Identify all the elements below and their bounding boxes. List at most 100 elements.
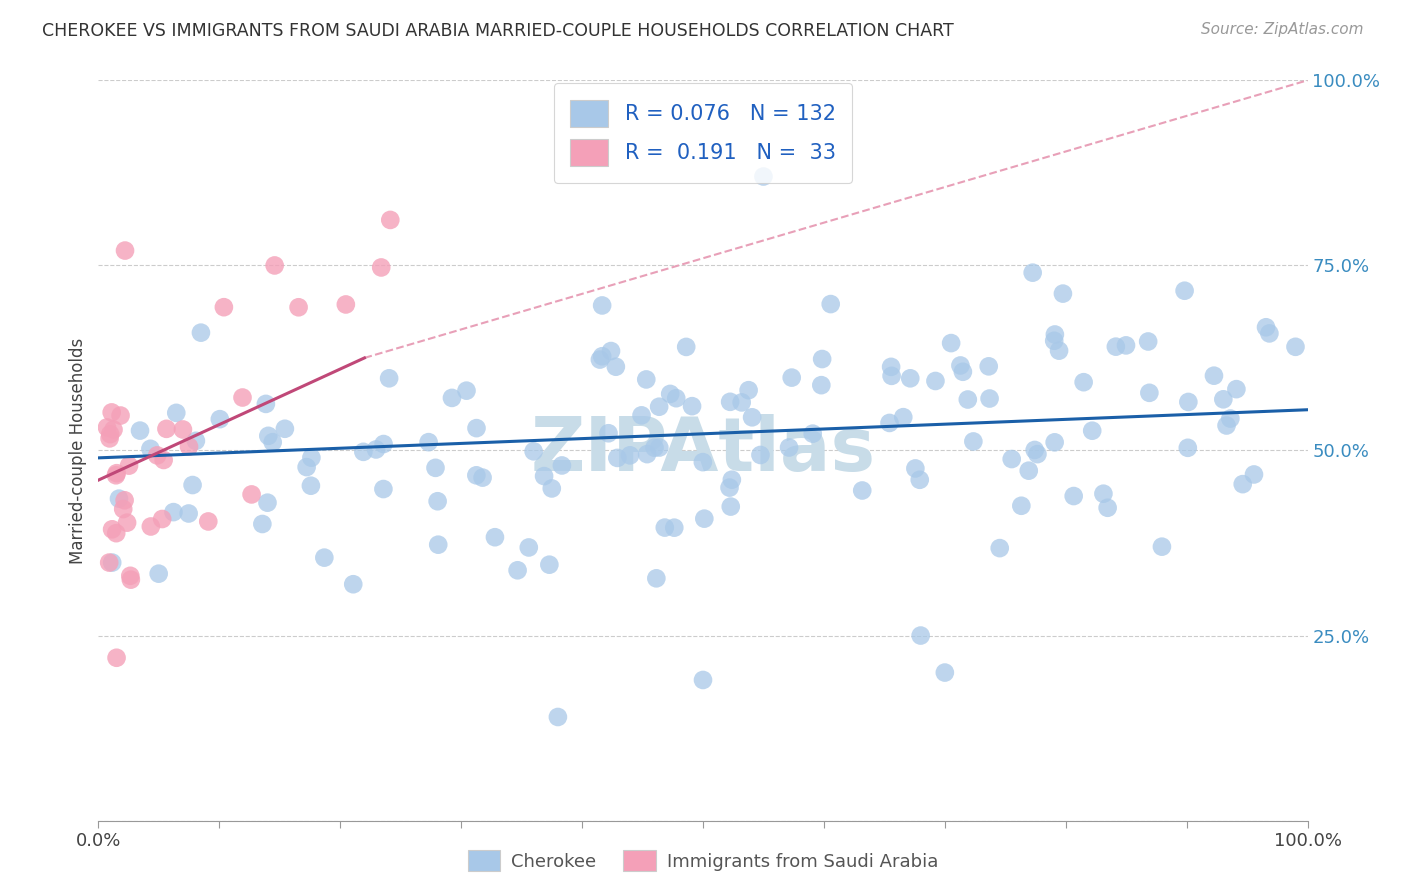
Point: [551, 458, 574, 473]
Point: [1202, 368, 1225, 383]
Point: [598, 426, 620, 441]
Point: [299, 479, 322, 493]
Point: [949, 359, 972, 373]
Point: [335, 297, 357, 311]
Point: [737, 383, 759, 397]
Point: [465, 468, 488, 483]
Point: [659, 387, 682, 401]
Point: [212, 300, 235, 314]
Point: [177, 440, 200, 454]
Point: [692, 455, 714, 469]
Point: [104, 468, 127, 483]
Point: [654, 520, 676, 534]
Point: [373, 437, 395, 451]
Point: [600, 344, 623, 359]
Point: [426, 494, 449, 508]
Point: [114, 493, 136, 508]
Point: [1254, 320, 1277, 334]
Point: [1043, 327, 1066, 342]
Point: [506, 563, 529, 577]
Point: [1018, 464, 1040, 478]
Point: [1063, 489, 1085, 503]
Point: [741, 410, 763, 425]
Point: [891, 410, 914, 425]
Point: [231, 391, 253, 405]
Text: ZIPAtlas: ZIPAtlas: [530, 414, 876, 487]
Point: [540, 482, 562, 496]
Point: [924, 374, 946, 388]
Point: [1010, 499, 1032, 513]
Point: [675, 340, 697, 354]
Point: [1115, 338, 1137, 352]
Point: [605, 359, 627, 374]
Point: [1284, 340, 1306, 354]
Point: [1215, 418, 1237, 433]
Point: [778, 441, 800, 455]
Point: [105, 526, 128, 541]
Point: [952, 365, 974, 379]
Point: [471, 470, 494, 484]
Point: [105, 650, 128, 665]
Point: [98, 556, 121, 570]
Point: [962, 434, 984, 449]
Point: [184, 434, 207, 448]
Point: [1043, 334, 1066, 348]
Point: [589, 352, 612, 367]
Point: [190, 326, 212, 340]
Point: [240, 487, 263, 501]
Point: [1232, 477, 1254, 491]
Point: [1243, 467, 1265, 482]
Point: [811, 351, 834, 366]
Point: [342, 577, 364, 591]
Point: [910, 628, 932, 642]
Point: [152, 453, 174, 467]
Point: [517, 541, 540, 555]
Point: [1174, 284, 1197, 298]
Point: [139, 442, 162, 456]
Point: [427, 538, 450, 552]
Point: [977, 359, 1000, 374]
Point: [1137, 334, 1160, 349]
Point: [139, 519, 162, 533]
Point: [1001, 452, 1024, 467]
Point: [523, 444, 546, 458]
Point: [352, 445, 374, 459]
Point: [720, 500, 742, 514]
Point: [299, 450, 322, 465]
Point: [1052, 286, 1074, 301]
Legend: R = 0.076   N = 132, R =  0.191   N =  33: R = 0.076 N = 132, R = 0.191 N = 33: [554, 83, 852, 183]
Point: [1043, 435, 1066, 450]
Point: [177, 507, 200, 521]
Point: [681, 399, 703, 413]
Point: [718, 481, 741, 495]
Point: [547, 710, 569, 724]
Point: [898, 371, 921, 385]
Point: [197, 515, 219, 529]
Point: [98, 431, 121, 445]
Point: [263, 259, 285, 273]
Point: [636, 447, 658, 461]
Point: [988, 541, 1011, 555]
Point: [100, 405, 122, 419]
Point: [165, 406, 187, 420]
Point: [1105, 340, 1128, 354]
Point: [364, 442, 387, 457]
Point: [148, 566, 170, 581]
Point: [1258, 326, 1281, 341]
Point: [252, 516, 274, 531]
Point: [606, 450, 628, 465]
Point: [181, 478, 204, 492]
Point: [801, 426, 824, 441]
Point: [1024, 442, 1046, 457]
Point: [96, 420, 118, 434]
Point: [591, 349, 613, 363]
Point: [880, 359, 903, 374]
Point: [1092, 486, 1115, 500]
Point: [155, 422, 177, 436]
Point: [103, 423, 125, 437]
Point: [1073, 375, 1095, 389]
Point: [718, 394, 741, 409]
Point: [538, 558, 561, 572]
Point: [664, 521, 686, 535]
Point: [1021, 266, 1043, 280]
